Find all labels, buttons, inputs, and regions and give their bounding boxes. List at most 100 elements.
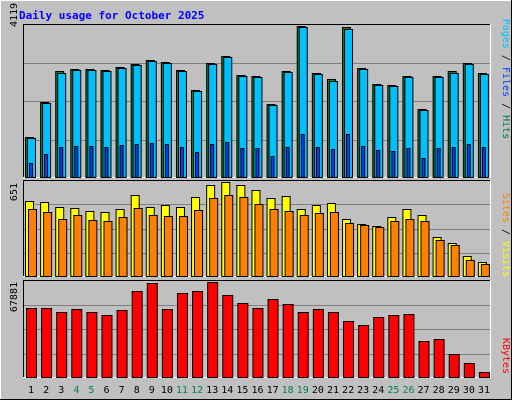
bar-files-day-8 <box>134 144 139 178</box>
bar-files-day-24 <box>376 150 381 178</box>
bar-kbytes-day-11 <box>176 293 188 378</box>
bar-files-day-4 <box>74 146 79 178</box>
day-label-18: 18 <box>282 385 294 396</box>
legend-pages: Pages <box>500 19 511 49</box>
bar-files-day-21 <box>330 149 335 178</box>
day-label-31: 31 <box>478 385 490 396</box>
day-label-20: 20 <box>312 385 324 396</box>
ymax-hits-panel: 4119 <box>9 3 20 27</box>
legend-files: Files <box>500 67 511 97</box>
day-label-16: 16 <box>251 385 263 396</box>
bar-kbytes-day-12 <box>192 291 204 378</box>
bar-files-day-20 <box>315 147 320 178</box>
day-label-26: 26 <box>402 385 414 396</box>
bar-files-day-23 <box>361 146 366 178</box>
legend-middle: Sites / Visits <box>500 193 511 277</box>
bar-sites-day-2 <box>43 212 53 277</box>
day-label-15: 15 <box>236 385 248 396</box>
bar-files-day-13 <box>210 144 215 178</box>
bar-sites-day-14 <box>224 195 234 277</box>
bar-sites-day-13 <box>209 198 219 277</box>
bar-sites-day-11 <box>178 216 188 277</box>
bar-sites-day-28 <box>435 240 445 277</box>
day-label-2: 2 <box>43 385 49 396</box>
bar-files-day-31 <box>481 147 486 178</box>
day-labels: 1 2 3 4 5 6 7 8 9 10 11 12 13 14 15 16 17 18 19 20 21 22 23 24 2… <box>28 385 490 396</box>
day-label-28: 28 <box>433 385 445 396</box>
bar-files-day-14 <box>225 142 230 178</box>
bar-sites-day-26 <box>405 219 415 277</box>
bar-files-day-9 <box>149 143 154 178</box>
bar-files-day-17 <box>270 156 275 178</box>
bar-sites-day-24 <box>375 227 385 277</box>
bar-files-day-22 <box>346 134 351 178</box>
legend-sites: Sites <box>500 193 511 223</box>
legend-bottom: KBytes <box>500 338 511 374</box>
bar-sites-day-8 <box>133 208 143 277</box>
bar-kbytes-day-13 <box>207 282 219 378</box>
bar-sites-day-10 <box>163 216 173 277</box>
bar-files-day-7 <box>119 145 124 178</box>
bar-sites-day-7 <box>118 217 128 277</box>
bar-sites-day-16 <box>254 204 264 277</box>
day-label-11: 11 <box>176 385 188 396</box>
bar-kbytes-day-1 <box>26 308 37 378</box>
bar-kbytes-day-20 <box>312 309 324 378</box>
bar-files-day-3 <box>59 147 64 178</box>
day-label-29: 29 <box>448 385 460 396</box>
bar-kbytes-day-28 <box>433 339 445 378</box>
bar-sites-day-21 <box>329 212 339 277</box>
bar-sites-day-5 <box>88 220 98 277</box>
bar-kbytes-day-17 <box>267 299 279 378</box>
bar-files-day-2 <box>44 154 49 178</box>
day-label-9: 9 <box>149 385 155 396</box>
bar-files-day-29 <box>451 147 456 178</box>
bar-kbytes-day-3 <box>56 312 68 378</box>
bar-kbytes-day-18 <box>282 304 294 378</box>
bar-kbytes-day-8 <box>131 291 143 378</box>
bar-files-day-19 <box>300 134 305 178</box>
day-label-4: 4 <box>73 385 79 396</box>
day-label-13: 13 <box>206 385 218 396</box>
day-label-17: 17 <box>267 385 279 396</box>
day-label-3: 3 <box>58 385 64 396</box>
bar-files-day-28 <box>436 148 441 178</box>
bar-kbytes-day-14 <box>222 295 234 378</box>
bar-kbytes-day-4 <box>71 309 83 378</box>
bar-files-day-30 <box>466 144 471 178</box>
bar-sites-day-31 <box>480 264 490 277</box>
day-label-24: 24 <box>372 385 384 396</box>
bar-kbytes-day-5 <box>86 312 98 378</box>
day-label-25: 25 <box>387 385 399 396</box>
bar-sites-day-3 <box>58 219 68 277</box>
bar-kbytes-day-24 <box>373 317 385 378</box>
bar-kbytes-day-26 <box>403 314 415 378</box>
bar-sites-day-30 <box>465 260 475 277</box>
day-label-1: 1 <box>28 385 34 396</box>
bar-sites-day-25 <box>390 221 400 277</box>
day-label-5: 5 <box>88 385 94 396</box>
bar-kbytes-day-19 <box>297 312 309 378</box>
bar-files-day-12 <box>195 152 200 178</box>
bar-sites-day-12 <box>194 210 204 277</box>
bar-kbytes-day-16 <box>252 308 264 378</box>
bar-kbytes-day-10 <box>161 309 173 378</box>
bar-files-day-27 <box>421 158 426 178</box>
bar-kbytes-day-27 <box>418 341 430 378</box>
bar-kbytes-day-23 <box>358 325 370 378</box>
bar-sites-day-18 <box>284 211 294 277</box>
bar-kbytes-day-7 <box>116 310 128 378</box>
chart-panels <box>23 24 491 378</box>
day-label-22: 22 <box>342 385 354 396</box>
day-label-10: 10 <box>161 385 173 396</box>
bar-sites-day-20 <box>314 213 324 277</box>
bar-files-day-1 <box>29 163 33 178</box>
bar-sites-day-29 <box>450 245 460 277</box>
day-label-19: 19 <box>297 385 309 396</box>
day-label-7: 7 <box>119 385 125 396</box>
ymax-visits-panel: 651 <box>9 183 20 201</box>
bar-kbytes-day-15 <box>237 303 249 378</box>
bar-sites-day-6 <box>103 221 113 277</box>
bar-sites-day-22 <box>345 223 355 277</box>
